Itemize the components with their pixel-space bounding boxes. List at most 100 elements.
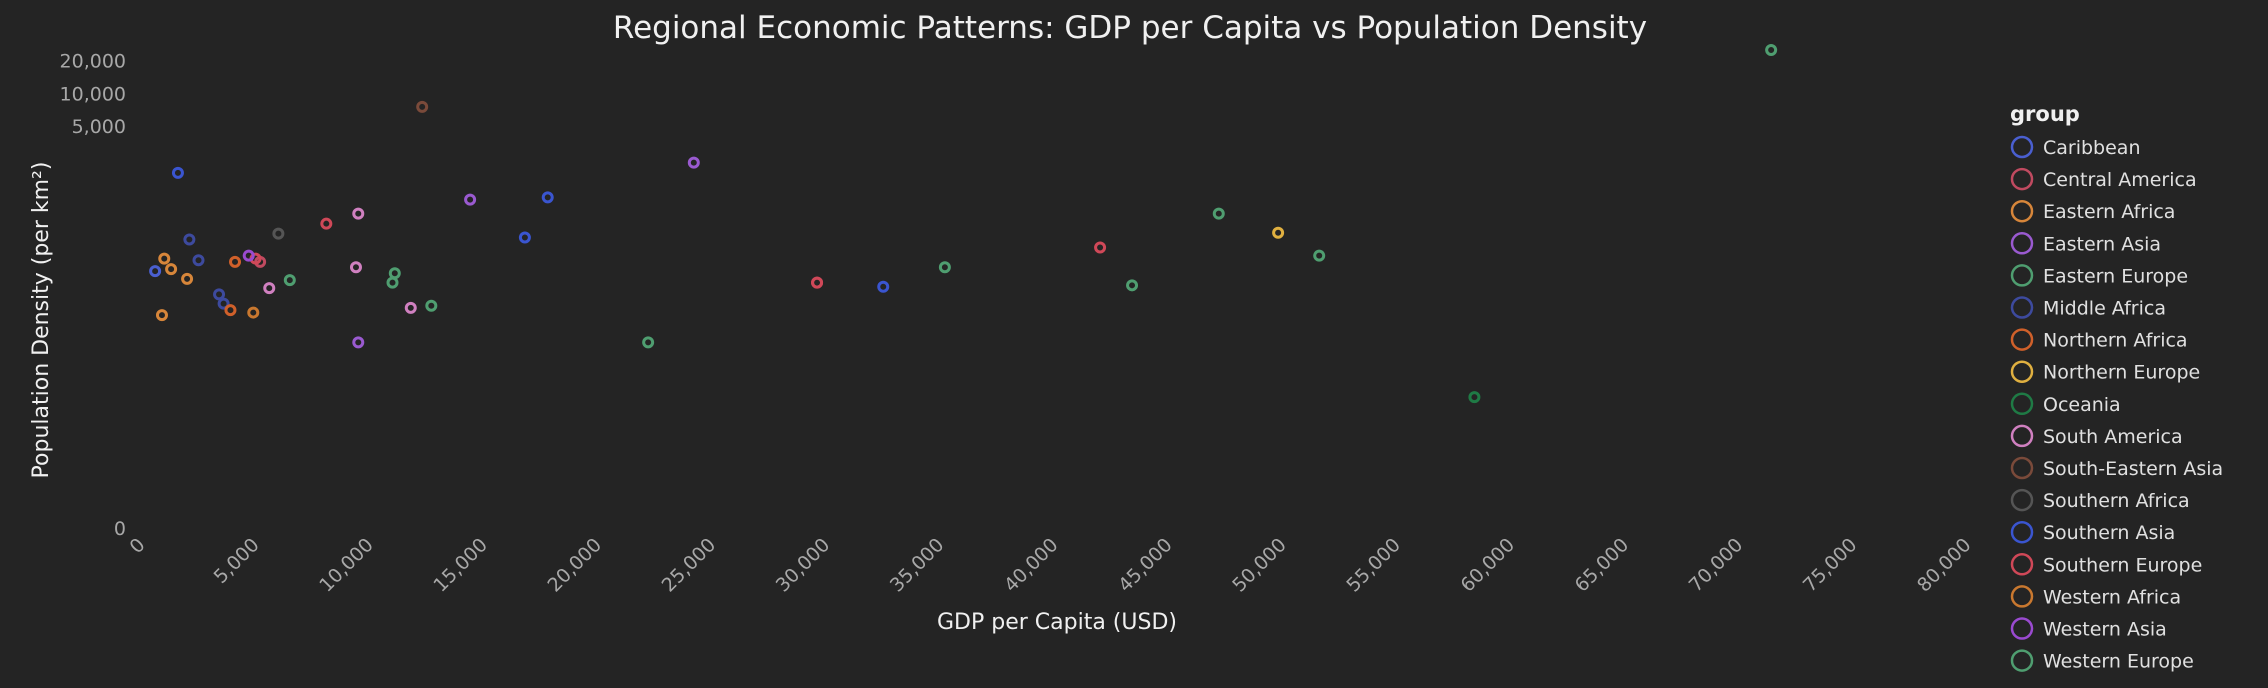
data-point[interactable]	[416, 100, 429, 113]
data-point[interactable]	[213, 288, 226, 301]
legend-marker	[2010, 649, 2034, 672]
legend-marker	[2010, 553, 2034, 576]
x-tick-label: 15,000	[429, 534, 492, 597]
x-tick-label: 55,000	[1342, 534, 1405, 597]
data-point[interactable]	[938, 261, 951, 274]
legend-marker	[2010, 167, 2034, 191]
legend-marker	[2010, 488, 2034, 512]
data-point[interactable]	[352, 336, 365, 349]
x-tick-label: 40,000	[1000, 534, 1063, 597]
legend-marker	[2010, 199, 2034, 223]
data-point[interactable]	[642, 336, 655, 349]
data-point[interactable]	[155, 309, 168, 322]
legend-label: Southern Africa	[2043, 490, 2190, 512]
legend-label: Western Asia	[2043, 619, 2167, 641]
data-point[interactable]	[165, 263, 178, 276]
y-tick-label: 20,000	[60, 51, 126, 73]
data-point[interactable]	[811, 276, 824, 289]
legend-title: group	[2010, 102, 2080, 126]
legend-marker	[2010, 264, 2034, 287]
legend-marker	[2010, 520, 2034, 544]
data-point[interactable]	[320, 217, 333, 230]
data-point[interactable]	[272, 227, 285, 240]
x-tick-label: 35,000	[886, 534, 949, 597]
x-tick-label: 10,000	[315, 534, 378, 597]
x-tick-label: 45,000	[1114, 534, 1177, 597]
data-point[interactable]	[181, 272, 194, 285]
legend: group Caribbean Central America Eastern Af…	[2010, 102, 2223, 673]
legend-label: Eastern Europe	[2043, 265, 2188, 287]
legend-marker	[2010, 424, 2034, 448]
x-tick-label: 5,000	[210, 534, 264, 588]
x-tick-label: 65,000	[1571, 534, 1634, 597]
x-tick-label: 50,000	[1228, 534, 1291, 597]
data-point[interactable]	[349, 261, 362, 274]
legend-label: South-Eastern Asia	[2043, 458, 2223, 480]
y-tick-label: 5,000	[72, 116, 126, 138]
legend-label: Northern Africa	[2043, 330, 2188, 352]
y-axis: 0 5,000 10,000 20,000	[60, 51, 126, 540]
x-tick-label: 70,000	[1685, 534, 1748, 597]
legend-marker	[2010, 232, 2034, 255]
legend-label: Western Europe	[2043, 651, 2194, 673]
data-point[interactable]	[283, 274, 296, 287]
data-point[interactable]	[464, 193, 477, 206]
data-point[interactable]	[171, 166, 184, 179]
data-point[interactable]	[224, 304, 237, 317]
legend-label: Caribbean	[2043, 137, 2141, 159]
y-axis-title: Population Density (per km²)	[29, 162, 54, 479]
legend-marker	[2010, 617, 2034, 640]
x-axis-title: GDP per Capita (USD)	[937, 610, 1177, 635]
legend-marker	[2010, 392, 2034, 416]
data-point[interactable]	[687, 156, 700, 169]
data-point[interactable]	[1765, 44, 1778, 57]
x-tick-label: 20,000	[543, 534, 606, 597]
y-tick-label: 10,000	[60, 83, 126, 105]
data-point[interactable]	[247, 306, 260, 319]
legend-marker	[2010, 328, 2034, 351]
legend-label: Central America	[2043, 169, 2197, 191]
data-point[interactable]	[386, 276, 399, 289]
plot-area	[149, 44, 1778, 404]
data-point[interactable]	[158, 252, 171, 265]
legend-marker	[2010, 360, 2034, 383]
data-point[interactable]	[425, 299, 438, 312]
chart-title: Regional Economic Patterns: GDP per Capi…	[613, 10, 1647, 46]
data-point[interactable]	[1094, 241, 1107, 254]
x-tick-label: 0	[125, 534, 149, 558]
x-tick-label: 80,000	[1913, 534, 1976, 597]
x-tick-label: 60,000	[1456, 534, 1519, 597]
data-point[interactable]	[242, 249, 255, 262]
legend-label: Oceania	[2043, 394, 2121, 416]
data-point[interactable]	[1272, 226, 1285, 239]
data-point[interactable]	[1468, 391, 1481, 404]
data-point[interactable]	[352, 207, 365, 220]
x-tick-label: 75,000	[1799, 534, 1862, 597]
data-point[interactable]	[877, 280, 890, 293]
legend-marker	[2010, 585, 2034, 608]
data-point[interactable]	[404, 301, 417, 314]
legend-marker	[2010, 456, 2034, 480]
data-point[interactable]	[229, 255, 242, 268]
x-tick-label: 30,000	[772, 534, 835, 597]
legend-label: South America	[2043, 426, 2183, 448]
legend-label: Eastern Africa	[2043, 201, 2175, 223]
legend-label: Southern Asia	[2043, 522, 2175, 544]
data-point[interactable]	[388, 267, 401, 280]
data-point[interactable]	[183, 233, 196, 246]
data-point[interactable]	[1126, 279, 1139, 292]
legend-label: Middle Africa	[2043, 298, 2166, 320]
x-tick-label: 25,000	[658, 534, 721, 597]
data-point[interactable]	[541, 191, 554, 204]
legend-marker	[2010, 135, 2034, 159]
data-point[interactable]	[518, 231, 531, 244]
data-point[interactable]	[263, 282, 276, 295]
legend-marker	[2010, 296, 2034, 319]
data-point[interactable]	[149, 265, 162, 278]
data-point[interactable]	[217, 297, 230, 310]
data-point[interactable]	[1212, 207, 1225, 220]
data-point[interactable]	[192, 254, 205, 267]
legend-label: Southern Europe	[2043, 554, 2202, 576]
data-point[interactable]	[1313, 249, 1326, 262]
